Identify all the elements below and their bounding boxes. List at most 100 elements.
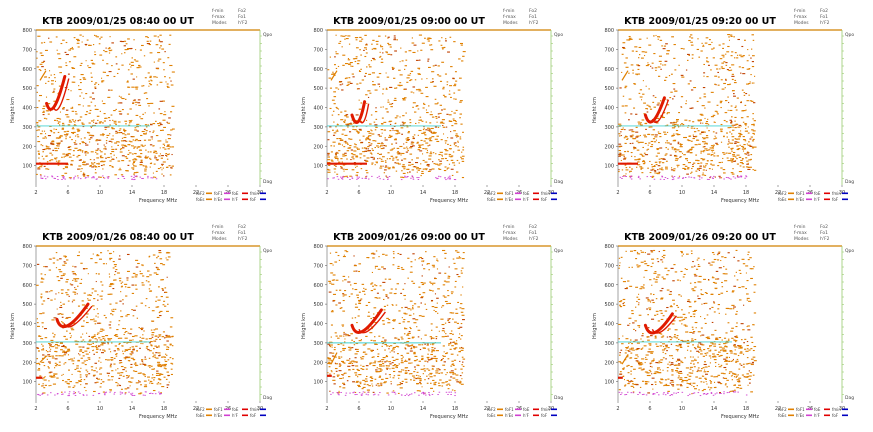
echo-dot: [437, 164, 441, 166]
echo-dot: [722, 43, 725, 45]
echo-dot: [418, 90, 422, 92]
echo-dot: [706, 143, 708, 145]
echo-dot: [39, 63, 43, 65]
low-band-dot: [447, 176, 450, 178]
echo-dot: [666, 140, 668, 142]
echo-dot: [141, 145, 145, 147]
echo-dot: [440, 139, 443, 141]
echo-dot: [95, 273, 98, 275]
echo-dot: [374, 164, 376, 166]
echo-dot: [382, 253, 385, 255]
echo-dot: [448, 93, 451, 95]
echo-dot: [430, 343, 432, 345]
low-band-dot: [412, 178, 415, 180]
echo-dot: [690, 34, 693, 36]
echo-dot: [396, 115, 399, 117]
echo-dot: [645, 65, 649, 67]
echo-dot: [54, 358, 58, 360]
echo-dot: [163, 376, 166, 378]
y-tick-label: 200: [313, 144, 323, 150]
echo-dot: [43, 165, 46, 167]
bottom-legend-label: foE: [232, 191, 239, 196]
echo-dot: [661, 45, 663, 47]
echo-dot: [655, 163, 658, 166]
echo-dot: [459, 333, 461, 335]
echo-dot: [65, 153, 68, 155]
echo-dot: [345, 63, 348, 65]
echo-dot: [132, 272, 136, 274]
echo-dot: [426, 111, 429, 114]
echo-dot: [451, 174, 454, 177]
echo-dot: [99, 386, 102, 388]
echo-dot: [142, 165, 145, 167]
echo-dot: [384, 145, 387, 147]
echo-dot: [440, 318, 444, 320]
echo-dot: [750, 136, 753, 138]
echo-dot: [132, 139, 135, 141]
echo-dot: [55, 351, 57, 353]
echo-dot: [355, 130, 358, 132]
echo-dot: [347, 376, 351, 378]
echo-dot: [143, 380, 147, 382]
echo-dot: [104, 146, 107, 148]
echo-dot: [385, 254, 388, 256]
echo-dot: [155, 352, 158, 354]
low-band-dot: [637, 175, 640, 177]
echo-dot: [445, 150, 449, 152]
echo-dot: [65, 292, 68, 294]
echo-dot: [111, 310, 115, 312]
echo-dot: [149, 290, 153, 292]
echo-dot: [728, 152, 732, 154]
echo-dot: [406, 137, 410, 139]
echo-dot: [423, 131, 426, 133]
echo-dot: [640, 57, 644, 59]
echo-dot: [416, 171, 418, 173]
echo-dot: [36, 363, 39, 365]
echo-dot: [161, 163, 164, 165]
echo-dot: [361, 38, 364, 40]
echo-dot: [108, 140, 112, 142]
echo-dot: [705, 163, 708, 165]
echo-dot: [111, 148, 115, 150]
echo-dot: [337, 337, 340, 339]
echo-dot: [111, 359, 113, 361]
echo-dot: [127, 80, 129, 82]
echo-dot: [49, 125, 52, 127]
y-tick-label: 800: [313, 28, 323, 34]
echo-dot: [98, 357, 101, 359]
low-band-dot: [40, 175, 42, 177]
echo-dot: [736, 145, 739, 147]
low-band-dot: [439, 176, 442, 178]
echo-dot: [700, 122, 702, 124]
echo-dot: [441, 37, 443, 39]
echo-dot: [727, 45, 730, 48]
echo-dot: [119, 337, 123, 339]
echo-dot: [102, 337, 105, 340]
echo-dot: [731, 147, 734, 149]
echo-dot: [77, 285, 79, 287]
echo-dot: [432, 65, 435, 67]
echo-dot: [155, 150, 157, 153]
echo-dot: [108, 52, 111, 54]
echo-dot: [355, 156, 359, 158]
echo-dot: [149, 40, 152, 42]
echo-dot: [744, 153, 747, 155]
echo-dot: [70, 327, 74, 329]
echo-dot: [120, 291, 122, 293]
echo-dot: [63, 255, 67, 257]
echo-dot: [38, 69, 41, 71]
echo-dot: [383, 144, 386, 147]
echo-dot: [153, 377, 156, 379]
echo-dot: [37, 168, 41, 170]
echo-dot: [132, 339, 134, 341]
echo-dot: [430, 282, 433, 284]
echo-dot: [366, 384, 369, 386]
echo-dot: [651, 176, 654, 178]
echo-dot: [124, 156, 128, 158]
echo-dot: [413, 377, 416, 379]
echo-dot: [53, 88, 56, 90]
echo-dot: [332, 264, 334, 266]
echo-dot: [687, 126, 689, 128]
echo-dot: [136, 388, 139, 390]
echo-dot: [424, 334, 427, 336]
